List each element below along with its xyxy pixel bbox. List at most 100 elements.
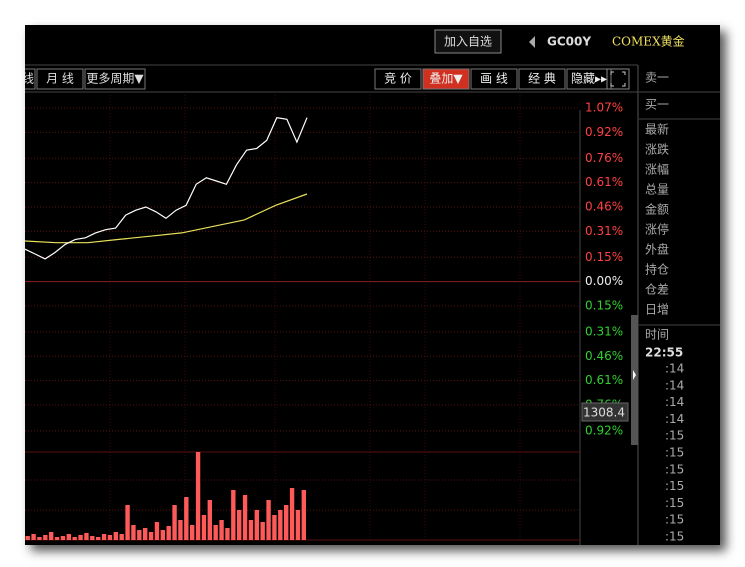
toolbar-button[interactable] [36,68,84,90]
volume-bar [231,490,236,540]
volume-bar [278,510,283,540]
volume-bar [248,520,254,540]
tick-time: :14 [665,362,684,376]
volume-bar [172,505,177,540]
field-label: 仓差 [645,283,669,297]
time-label: 时间 [645,328,669,342]
y-tick-label: 1.07% [585,100,623,114]
toolbar-label[interactable]: 线 [25,72,34,86]
volume-bar [195,452,201,540]
volume-bar [284,505,289,540]
scroll-handle[interactable] [631,315,638,445]
y-tick-label: 0.15% [585,298,623,312]
volume-bar [37,537,42,540]
volume-bar [207,500,212,540]
toolbar-label[interactable]: 画 线 [480,72,508,86]
toolbar-label[interactable]: 更多周期▼ [86,72,144,86]
toolbar-button[interactable] [84,68,146,90]
toolbar-label[interactable]: 月 线 [46,72,74,86]
toolbar-label[interactable]: 叠加▼ [429,72,463,86]
tick-time: :15 [665,530,684,544]
volume-bar [107,535,113,540]
y-tick-label: 0.46% [585,349,623,363]
tick-time: :15 [665,462,684,476]
volume-bar [260,522,265,540]
y-tick-label: 0.31% [585,224,623,238]
toolbar-button[interactable] [566,68,612,90]
y-tick-label: 0.15% [585,250,623,264]
tick-time: :14 [665,412,684,426]
quote-label: 买一 [645,98,669,112]
app-window: 加入自选 GC00Y COMEX黄金 线月 线更多周期▼ 竞 价 叠加▼ 画 线 经 典… [25,25,720,545]
volume-bar [25,536,30,540]
field-label: 金额 [645,202,669,217]
volume-bar [184,497,189,540]
screen: 加入自选 GC00Y COMEX黄金 线月 线更多周期▼ 竞 价 叠加▼ 画 线 经 典… [25,25,720,545]
quote-label: 卖一 [645,71,669,85]
toolbar-label[interactable]: 隐藏▸▸ [571,72,607,86]
toolbar-button[interactable] [25,68,36,90]
volume-bar [119,534,124,540]
volume-bar [178,520,183,540]
tick-time: :14 [665,395,684,409]
volume-bar [266,500,271,540]
volume-bar [49,532,54,540]
contract-code: GC00Y [547,35,591,49]
toolbar-button[interactable] [374,68,422,90]
y-tick-label: 0.61% [585,373,623,387]
volume-bar [289,488,295,540]
volume-bar [101,534,107,540]
add-button-label[interactable]: 加入自选 [444,35,492,49]
volume-bar [31,534,36,540]
volume-bar [237,510,242,540]
vertical-grid [109,95,521,540]
field-label: 外盘 [645,242,669,257]
field-label: 总量 [645,183,669,197]
field-label: 日增 [645,303,669,317]
tick-time: :15 [665,429,684,443]
add-button[interactable] [434,29,502,54]
price-marker-label: 1308.4 [583,406,625,420]
volume-bar [154,522,160,540]
volume-bar [219,520,224,540]
toolbar-button[interactable] [518,68,566,90]
volume-bar [137,530,142,540]
toolbar-label[interactable]: 经 典 [528,72,556,86]
volume-bar [272,515,277,540]
volume-bar [254,510,259,540]
tick-time: :15 [665,513,684,527]
volume-bar [143,528,148,540]
volume-bar [72,537,77,540]
collapse-arrow[interactable] [633,370,636,380]
price-line [25,117,308,260]
y-tick-label: 0.00% [585,274,623,288]
volume-bar [213,525,218,540]
volume-bar [131,525,136,540]
y-tick-label: 0.92% [585,125,623,139]
tick-time: :15 [665,479,684,493]
volume-bar [66,534,71,540]
volume-bar [84,533,89,540]
y-tick-label: 0.92% [585,423,623,437]
volume-bar [54,537,60,540]
volume-bar [190,525,195,540]
toolbar-label[interactable]: 竞 价 [384,72,412,86]
time-value: 22:55 [645,346,683,360]
price-marker [581,402,629,422]
toolbar-button[interactable] [422,68,470,90]
top-bar [25,25,720,62]
y-tick-label: 0.31% [585,324,623,338]
volume-bar [166,526,171,540]
fullscreen-button[interactable] [606,68,630,90]
toolbar: 线月 线更多周期▼ 竞 价 叠加▼ 画 线 经 典 隐藏▸▸ [25,68,612,90]
tick-time: :15 [665,446,684,460]
field-label: 涨跌 [645,142,669,157]
prev-arrow[interactable] [529,36,535,48]
volume-bar [225,528,230,540]
toolbar-button[interactable] [470,68,518,90]
average-line [25,193,308,244]
y-tick-label: 0.61% [585,175,623,189]
field-label: 涨停 [645,222,669,237]
tick-time: :14 [665,378,684,392]
